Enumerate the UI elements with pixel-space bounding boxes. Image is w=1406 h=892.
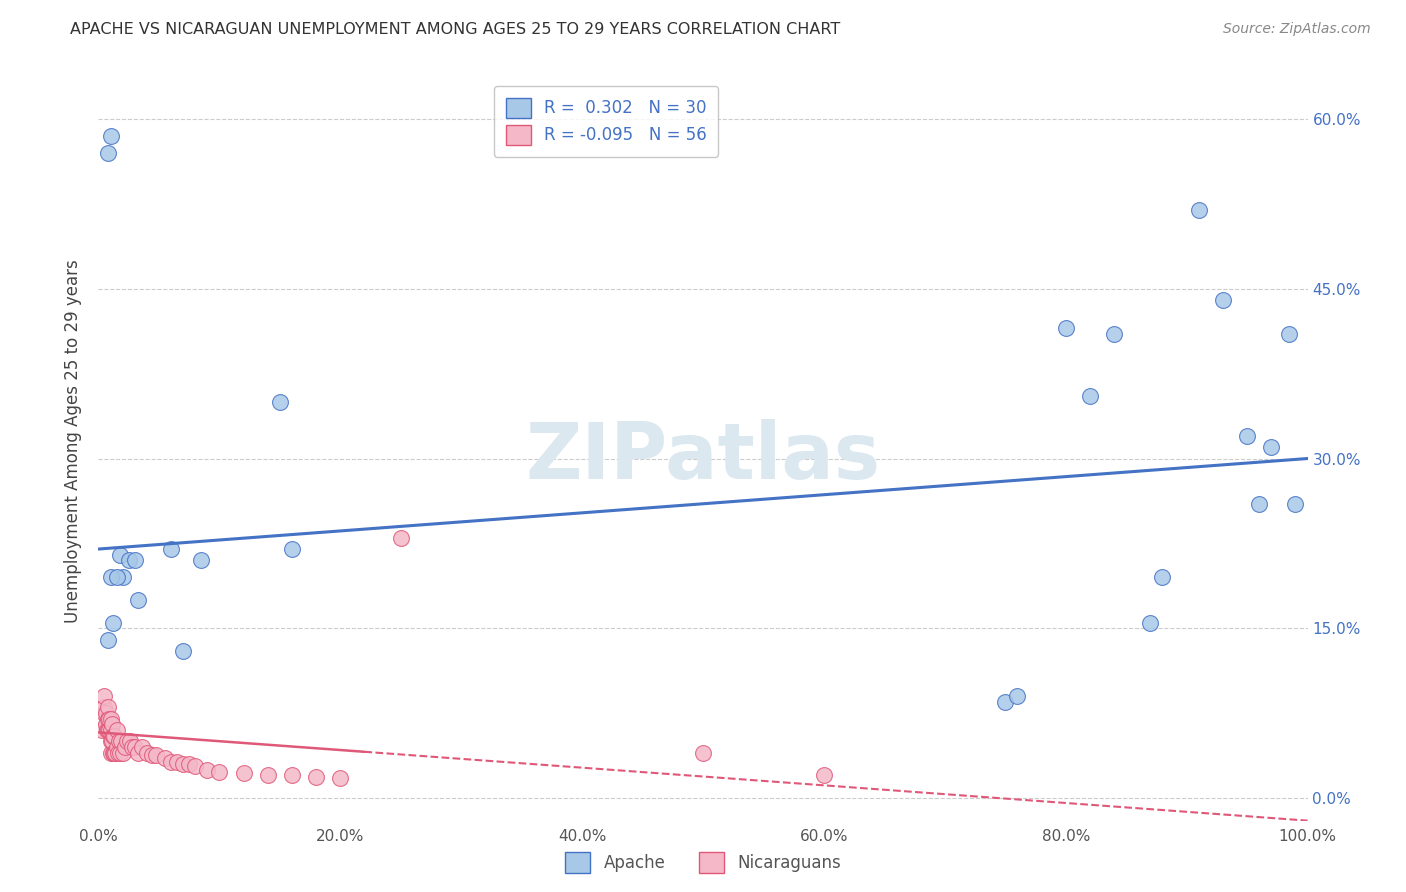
Text: APACHE VS NICARAGUAN UNEMPLOYMENT AMONG AGES 25 TO 29 YEARS CORRELATION CHART: APACHE VS NICARAGUAN UNEMPLOYMENT AMONG …	[70, 22, 841, 37]
Point	[131, 740, 153, 755]
Point	[269, 395, 291, 409]
Point	[179, 757, 201, 772]
Point	[305, 770, 328, 784]
Point	[100, 717, 122, 731]
Point	[110, 734, 132, 748]
Point	[104, 746, 127, 760]
Point	[105, 723, 128, 738]
Point	[184, 759, 207, 773]
Point	[124, 740, 146, 755]
Point	[195, 763, 218, 777]
Point	[107, 746, 129, 760]
Text: ZIPatlas: ZIPatlas	[526, 418, 880, 495]
Point	[127, 593, 149, 607]
Point	[172, 757, 194, 772]
Point	[94, 706, 117, 720]
Point	[692, 746, 714, 760]
Point	[97, 700, 120, 714]
Point	[1284, 497, 1306, 511]
Point	[813, 768, 835, 782]
Legend: R =  0.302   N = 30, R = -0.095   N = 56: R = 0.302 N = 30, R = -0.095 N = 56	[494, 86, 718, 157]
Point	[1007, 689, 1029, 703]
Point	[1078, 389, 1101, 403]
Point	[1102, 326, 1125, 341]
Point	[160, 755, 183, 769]
Point	[1278, 326, 1301, 341]
Point	[389, 531, 412, 545]
Point	[100, 570, 122, 584]
Point	[103, 729, 125, 743]
Point	[1139, 615, 1161, 630]
Point	[100, 734, 122, 748]
Point	[329, 771, 352, 785]
Point	[1236, 429, 1258, 443]
Point	[100, 128, 122, 143]
Point	[1054, 321, 1077, 335]
Point	[97, 632, 120, 647]
Point	[100, 734, 122, 748]
Point	[1260, 440, 1282, 454]
Point	[111, 570, 134, 584]
Point	[97, 723, 120, 738]
Point	[190, 553, 212, 567]
Point	[118, 734, 141, 748]
Point	[118, 553, 141, 567]
Point	[101, 729, 124, 743]
Point	[1152, 570, 1174, 584]
Point	[281, 542, 304, 557]
Point	[94, 717, 117, 731]
Point	[101, 615, 124, 630]
Point	[108, 548, 131, 562]
Point	[108, 746, 131, 760]
Point	[108, 734, 131, 748]
Point	[114, 740, 136, 755]
Point	[101, 746, 124, 760]
Text: Source: ZipAtlas.com: Source: ZipAtlas.com	[1223, 22, 1371, 37]
Point	[105, 570, 128, 584]
Legend: Apache, Nicaraguans: Apache, Nicaraguans	[558, 846, 848, 880]
Point	[93, 700, 115, 714]
Point	[124, 553, 146, 567]
Point	[100, 712, 122, 726]
Point	[100, 723, 122, 738]
Point	[121, 740, 143, 755]
Point	[96, 723, 118, 738]
Point	[160, 542, 183, 557]
Point	[135, 746, 157, 760]
Point	[117, 734, 139, 748]
Point	[281, 768, 304, 782]
Point	[91, 723, 114, 738]
Point	[98, 712, 121, 726]
Point	[93, 706, 115, 720]
Point	[208, 764, 231, 779]
Y-axis label: Unemployment Among Ages 25 to 29 years: Unemployment Among Ages 25 to 29 years	[65, 260, 83, 624]
Point	[256, 768, 278, 782]
Point	[141, 747, 163, 762]
Point	[93, 689, 115, 703]
Point	[994, 695, 1017, 709]
Point	[111, 746, 134, 760]
Point	[1249, 497, 1271, 511]
Point	[100, 746, 122, 760]
Point	[1188, 202, 1211, 217]
Point	[1212, 293, 1234, 307]
Point	[105, 740, 128, 755]
Point	[166, 755, 188, 769]
Point	[127, 746, 149, 760]
Point	[103, 746, 125, 760]
Point	[153, 751, 176, 765]
Point	[232, 766, 254, 780]
Point	[172, 644, 194, 658]
Point	[97, 145, 120, 160]
Point	[98, 723, 121, 738]
Point	[145, 747, 167, 762]
Point	[97, 712, 120, 726]
